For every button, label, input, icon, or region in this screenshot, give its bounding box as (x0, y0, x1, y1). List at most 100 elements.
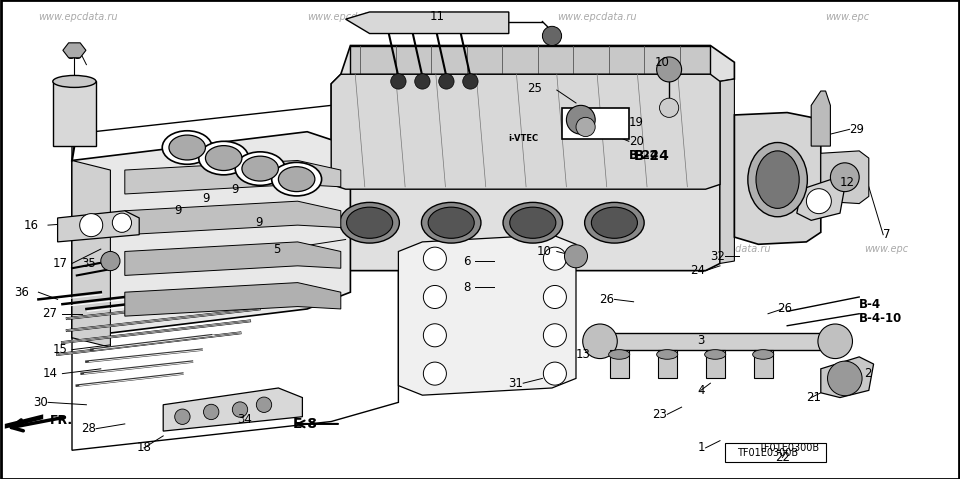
Polygon shape (797, 180, 845, 220)
Polygon shape (125, 283, 341, 316)
Text: 15: 15 (53, 343, 67, 356)
Text: 17: 17 (52, 257, 67, 270)
Ellipse shape (347, 207, 393, 239)
Circle shape (112, 213, 132, 232)
Ellipse shape (199, 141, 249, 175)
Circle shape (543, 247, 566, 270)
Text: www.epcdata.ru: www.epcdata.ru (691, 244, 771, 254)
Text: 35: 35 (82, 257, 96, 270)
Circle shape (564, 245, 588, 268)
Text: 5: 5 (274, 242, 281, 256)
Circle shape (391, 74, 406, 89)
Text: B-24: B-24 (629, 149, 660, 162)
Text: 26: 26 (599, 293, 614, 306)
Text: 30: 30 (34, 396, 48, 409)
Circle shape (660, 98, 679, 117)
Polygon shape (125, 201, 341, 235)
Circle shape (583, 324, 617, 359)
Bar (658, 350, 677, 378)
Text: 8: 8 (463, 281, 470, 294)
Text: 28: 28 (82, 422, 96, 435)
Polygon shape (63, 43, 86, 58)
Polygon shape (125, 242, 341, 275)
Text: 4: 4 (697, 384, 705, 397)
Text: www.epcdata.ru: www.epcdata.ru (480, 244, 560, 254)
Polygon shape (163, 388, 302, 431)
Text: 9: 9 (203, 192, 210, 205)
Ellipse shape (421, 203, 481, 243)
Text: 10: 10 (538, 245, 552, 258)
Circle shape (439, 74, 454, 89)
Ellipse shape (340, 203, 399, 243)
Circle shape (543, 285, 566, 308)
Bar (706, 350, 725, 378)
Text: B-4-10: B-4-10 (859, 312, 902, 325)
Text: www.epcdata.ru: www.epcdata.ru (307, 12, 387, 22)
Ellipse shape (278, 167, 315, 192)
Text: 6: 6 (463, 254, 470, 268)
Text: 36: 36 (14, 285, 29, 299)
Ellipse shape (169, 135, 205, 160)
Ellipse shape (748, 143, 807, 217)
Text: i-VTEC: i-VTEC (508, 135, 539, 143)
Text: 16: 16 (23, 218, 38, 232)
Polygon shape (811, 91, 830, 146)
Circle shape (423, 324, 446, 347)
Text: 23: 23 (653, 408, 667, 421)
Polygon shape (350, 46, 710, 74)
Text: 2: 2 (864, 367, 872, 380)
Ellipse shape (503, 203, 563, 243)
Circle shape (543, 324, 566, 347)
Polygon shape (821, 357, 874, 398)
Ellipse shape (756, 151, 799, 208)
Bar (754, 350, 773, 378)
Circle shape (204, 404, 219, 420)
Ellipse shape (609, 350, 630, 359)
Text: 25: 25 (528, 82, 542, 95)
Text: 13: 13 (576, 348, 590, 361)
Ellipse shape (242, 156, 278, 181)
Text: 19: 19 (629, 115, 644, 129)
Text: www.epc: www.epc (864, 244, 908, 254)
Ellipse shape (753, 350, 774, 359)
Ellipse shape (657, 350, 678, 359)
Circle shape (657, 57, 682, 82)
Text: 26: 26 (778, 302, 793, 316)
Ellipse shape (428, 207, 474, 239)
Text: E-8: E-8 (293, 417, 318, 431)
Circle shape (423, 362, 446, 385)
Ellipse shape (235, 152, 285, 185)
Ellipse shape (53, 76, 96, 88)
Bar (53, 81, 96, 146)
Polygon shape (331, 46, 734, 271)
Bar (562, 108, 629, 139)
Text: B-24: B-24 (634, 148, 669, 163)
Text: 12: 12 (840, 175, 855, 189)
Circle shape (232, 402, 248, 417)
Circle shape (818, 324, 852, 359)
Polygon shape (346, 12, 509, 34)
Text: 10: 10 (655, 56, 670, 69)
Circle shape (566, 105, 595, 134)
Bar (725, 443, 826, 462)
Circle shape (463, 74, 478, 89)
Bar (610, 350, 629, 378)
Circle shape (80, 214, 103, 237)
Text: 9: 9 (255, 216, 263, 229)
Circle shape (806, 189, 831, 214)
Text: 27: 27 (42, 307, 58, 320)
Circle shape (542, 26, 562, 46)
Polygon shape (331, 74, 720, 189)
Text: 14: 14 (42, 367, 58, 380)
Text: 20: 20 (629, 135, 643, 148)
Ellipse shape (272, 162, 322, 196)
Text: 29: 29 (850, 123, 865, 136)
Text: 18: 18 (136, 441, 152, 455)
Circle shape (256, 397, 272, 412)
Text: 32: 32 (710, 250, 725, 263)
Text: 1: 1 (698, 441, 706, 455)
Text: 3: 3 (697, 333, 705, 347)
Circle shape (543, 362, 566, 385)
Text: 33: 33 (67, 48, 82, 62)
Text: TF01E0300B: TF01E0300B (758, 443, 820, 453)
